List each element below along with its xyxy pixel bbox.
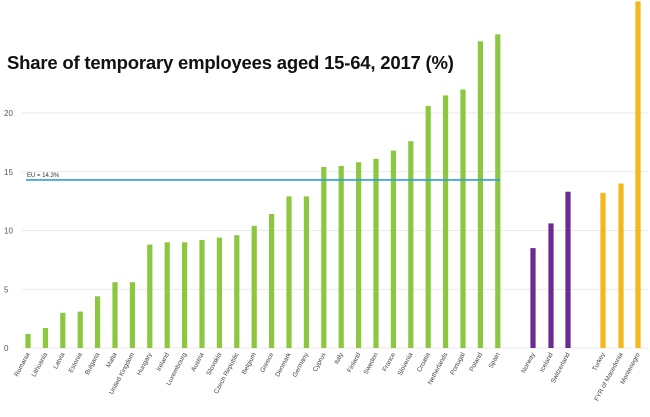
bars	[25, 1, 641, 349]
bar-slovenia	[408, 141, 414, 348]
bar-austria	[199, 239, 205, 348]
x-tick-label-lithuania: Lithuania	[31, 351, 50, 378]
bar-finland	[356, 162, 362, 348]
bar-france	[390, 150, 396, 348]
bar-luxembourg	[182, 242, 188, 349]
bar-norway	[530, 248, 536, 348]
reference-line-label: EU = 14.3%	[27, 173, 60, 179]
x-tick-label-latvia: Latvia	[52, 351, 67, 370]
y-tick-label-20: 20	[4, 109, 13, 118]
bar-montenegro	[635, 1, 641, 349]
bar-netherlands	[443, 95, 449, 349]
bar-ireland	[164, 242, 170, 349]
x-tick-label-portugal: Portugal	[449, 351, 467, 376]
bar-united-kingdom	[129, 282, 135, 348]
bar-iceland	[548, 223, 554, 348]
bar-poland	[477, 41, 483, 349]
bar-fyr-of-macedonia	[618, 183, 624, 348]
x-tick-label-poland: Poland	[468, 351, 484, 372]
x-tick-label-bulgaria: Bulgaria	[84, 351, 102, 376]
y-tick-label-5: 5	[4, 285, 9, 294]
bar-malta	[112, 282, 118, 348]
grid-lines	[22, 112, 648, 349]
bar-denmark	[286, 196, 292, 348]
bar-croatia	[425, 105, 431, 349]
x-tick-label-iceland: Iceland	[539, 351, 555, 373]
bar-cyprus	[321, 167, 327, 348]
y-tick-label-10: 10	[4, 227, 13, 236]
x-tick-label-finland: Finland	[346, 351, 362, 373]
bar-romania	[25, 333, 31, 348]
y-tick-label-0: 0	[4, 344, 9, 353]
bar-estonia	[77, 311, 83, 348]
y-tick-label-15: 15	[4, 168, 13, 177]
x-tick-label-turkey: Turkey	[591, 351, 607, 372]
x-tick-label-ireland: Ireland	[155, 351, 171, 372]
bar-switzerland	[565, 191, 571, 348]
x-tick-label-spain: Spain	[488, 351, 502, 369]
bar-latvia	[60, 312, 66, 349]
x-tick-label-romania: Romania	[13, 351, 32, 378]
bar-belgium	[251, 225, 257, 348]
x-tick-label-sweden: Sweden	[363, 351, 380, 375]
bar-czech-republic	[234, 235, 240, 348]
x-tick-label-germany: Germany	[291, 351, 310, 379]
x-tick-label-france: France	[381, 351, 397, 372]
x-tick-label-belgium: Belgium	[241, 352, 258, 376]
bar-slovakia	[216, 237, 222, 348]
bar-germany	[303, 196, 309, 348]
bar-greece	[269, 214, 275, 348]
bar-spain	[495, 34, 501, 349]
x-tick-label-malta: Malta	[105, 351, 119, 369]
x-tick-label-austria: Austria	[190, 351, 206, 372]
bar-portugal	[460, 89, 466, 348]
x-tick-label-denmark: Denmark	[274, 351, 293, 378]
x-tick-label-croatia: Croatia	[416, 351, 432, 373]
chart-title: Share of temporary employees aged 15-64,…	[7, 52, 454, 73]
x-tick-label-slovakia: Slovakia	[205, 351, 223, 376]
x-tick-label-greece: Greece	[259, 351, 275, 373]
bar-lithuania	[42, 328, 48, 348]
x-tick-label-italy: Italy	[333, 351, 345, 365]
x-tick-label-cyprus: Cyprus	[312, 351, 328, 373]
y-axis-ticks: 0 5 10 15 20	[4, 109, 13, 353]
x-tick-label-norway: Norway	[520, 351, 537, 374]
x-tick-label-slovenia: Slovenia	[397, 351, 415, 377]
bar-sweden	[373, 158, 379, 348]
x-tick-label-estonia: Estonia	[68, 351, 85, 374]
bar-turkey	[600, 192, 606, 348]
bar-hungary	[147, 244, 153, 348]
bar-italy	[338, 165, 344, 348]
reference-line-group: EU = 14.3%	[26, 173, 500, 181]
bar-bulgaria	[95, 296, 101, 348]
x-tick-label-hungary: Hungary	[136, 351, 154, 377]
